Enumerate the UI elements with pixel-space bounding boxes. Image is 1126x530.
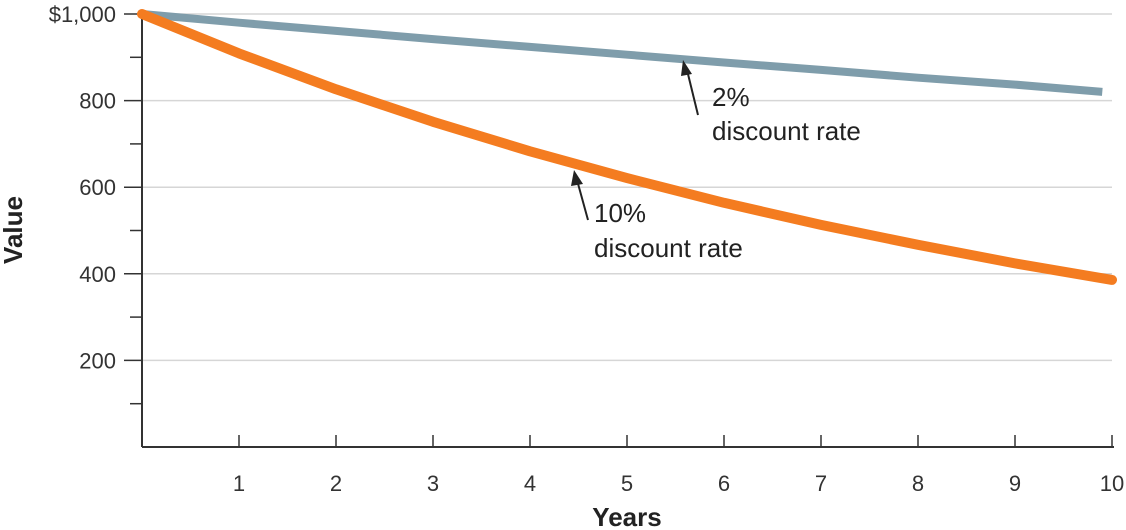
- x-tick-label: 5: [621, 471, 633, 496]
- series-line-rate10: [137, 9, 1117, 285]
- y-tick-label: $1,000: [49, 2, 116, 27]
- x-tick-label: 10: [1100, 471, 1124, 496]
- annotation-10pct-line2: discount rate: [594, 233, 743, 263]
- x-tick-label: 6: [718, 471, 730, 496]
- annotation-arrowhead-2pct: [681, 60, 692, 76]
- annotation-arrow-2pct: [686, 69, 699, 116]
- tick-labels: 200 400 600 800 $1,000 1 2 3 4 5 6 7 8 9 10: [49, 2, 1125, 496]
- grid-lines: [142, 13, 1112, 362]
- x-tick-label: 3: [427, 471, 439, 496]
- x-tick-label: 2: [330, 471, 342, 496]
- x-tick-label: 4: [524, 471, 536, 496]
- x-tick-label: 7: [815, 471, 827, 496]
- x-tick-label: 1: [233, 471, 245, 496]
- series-line-rate2: [141, 10, 1103, 96]
- x-tick-label: 8: [912, 471, 924, 496]
- y-axis-title: Value: [0, 196, 28, 264]
- annotation-arrowhead-10pct: [571, 170, 583, 186]
- annotation-2pct-line1: 2%: [712, 82, 750, 112]
- y-tick-label: 800: [79, 89, 116, 114]
- annotations: 2% discount rate 10% discount rate: [571, 60, 861, 263]
- x-tick-label: 9: [1009, 471, 1021, 496]
- x-axis-title: Years: [592, 502, 661, 530]
- y-tick-label: 400: [79, 262, 116, 287]
- y-tick-label: 200: [79, 348, 116, 373]
- annotation-arrow-10pct: [576, 179, 589, 221]
- y-tick-label: 600: [79, 175, 116, 200]
- axes: [124, 10, 1114, 448]
- annotation-2pct-line2: discount rate: [712, 116, 861, 146]
- series-lines: [137, 9, 1117, 285]
- annotation-10pct-line1: 10%: [594, 198, 646, 228]
